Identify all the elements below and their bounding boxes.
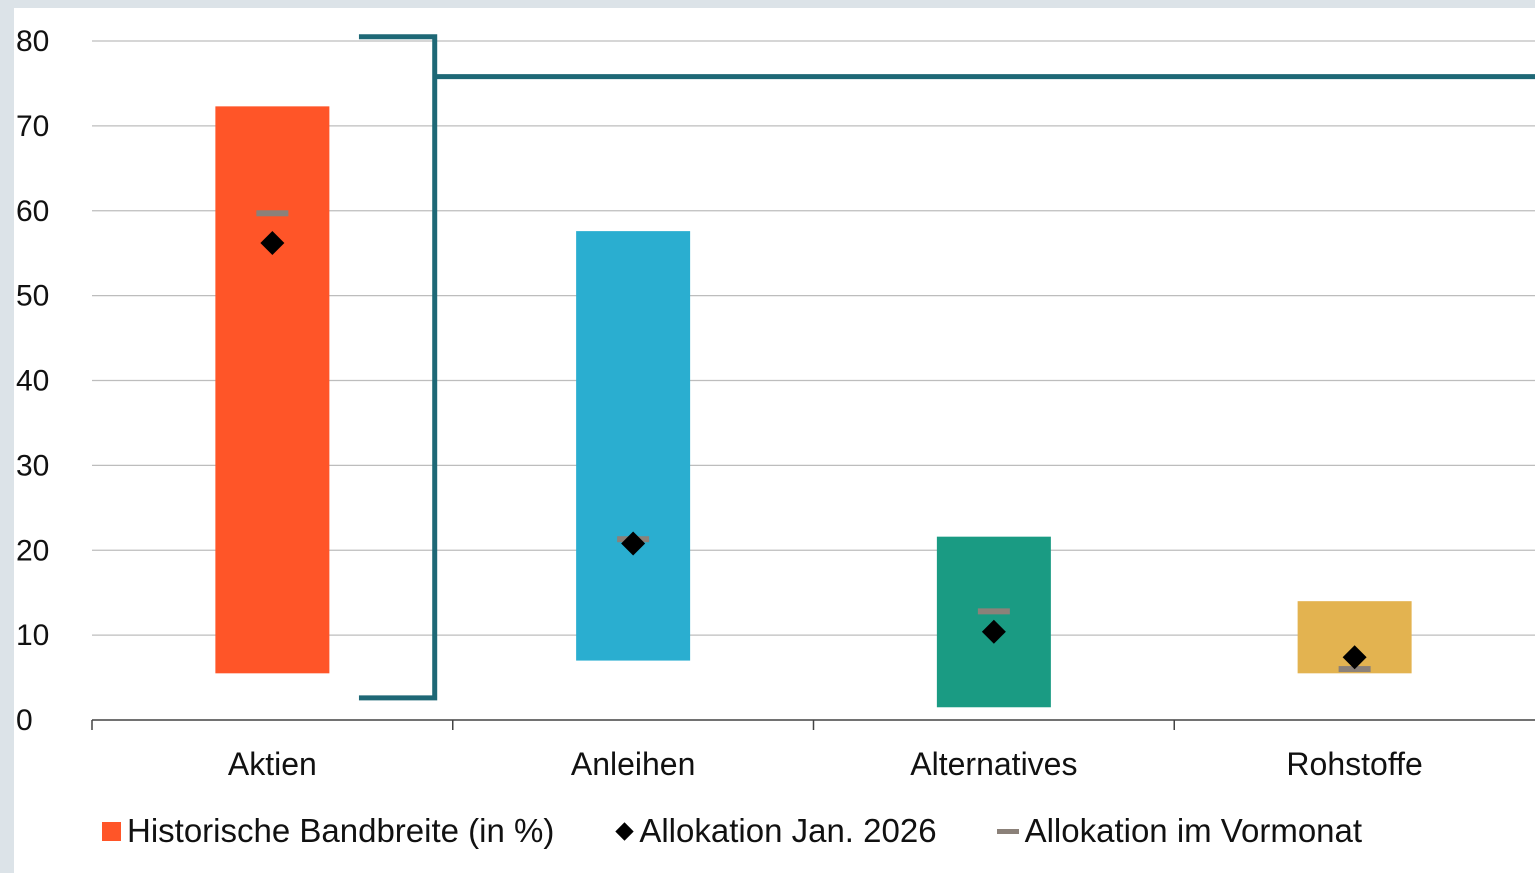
current-allocation-markers	[260, 231, 1367, 670]
y-tick-label: 10	[16, 619, 49, 652]
legend-diamond-icon	[615, 821, 635, 841]
previous-month-markers	[256, 210, 1371, 673]
category-label: Aktien	[228, 746, 317, 782]
category-label: Rohstoffe	[1286, 746, 1422, 782]
legend-item-range: Historische Bandbreite (in %)	[102, 812, 554, 850]
y-tick-label: 0	[16, 704, 33, 737]
y-tick-label: 20	[16, 534, 49, 567]
chart-panel: 0 10 20 30 40 50 60 70 80 Aktien Anleihen Alternat…	[14, 8, 1535, 873]
y-tick-label: 60	[16, 195, 49, 228]
y-tick-label: 80	[16, 25, 49, 58]
previous-month-marker	[977, 608, 1010, 615]
legend: Historische Bandbreite (in %) Allokation…	[102, 812, 1362, 850]
allocation-diamond	[1342, 645, 1367, 670]
legend-range-label: Historische Bandbreite (in %)	[127, 812, 555, 849]
legend-item-current: Allokation Jan. 2026	[614, 812, 937, 850]
legend-current-label: Allokation Jan. 2026	[639, 812, 937, 849]
allocation-diamond	[981, 619, 1006, 644]
legend-item-previous: Allokation im Vormonat	[996, 812, 1363, 850]
x-axis-category-labels: Aktien Anleihen Alternatives Rohstoffe	[228, 746, 1423, 782]
legend-range-swatch	[102, 821, 121, 841]
y-tick-label: 40	[16, 365, 49, 398]
allocation-diamond	[621, 531, 646, 556]
range-bars	[215, 106, 1412, 708]
y-tick-label: 50	[16, 280, 49, 313]
x-axis	[91, 719, 1535, 730]
bracket-overlay	[358, 34, 1535, 701]
y-tick-label: 70	[16, 110, 49, 143]
range-bar-anleihen	[576, 231, 691, 661]
y-axis-tick-labels: 0 10 20 30 40 50 60 70 80	[16, 25, 49, 737]
gridlines	[92, 40, 1535, 636]
range-chart: 0 10 20 30 40 50 60 70 80 Aktien Anleihen Alternat…	[16, 25, 1535, 782]
category-label: Alternatives	[910, 746, 1077, 782]
legend-dash-icon	[996, 828, 1019, 834]
range-bar-aktien	[215, 106, 330, 674]
y-tick-label: 30	[16, 449, 49, 482]
previous-month-marker	[256, 210, 289, 217]
legend-previous-label: Allokation im Vormonat	[1024, 812, 1363, 849]
bracket-line	[358, 34, 438, 701]
allocation-diamond	[260, 231, 285, 256]
category-label: Anleihen	[571, 746, 696, 782]
